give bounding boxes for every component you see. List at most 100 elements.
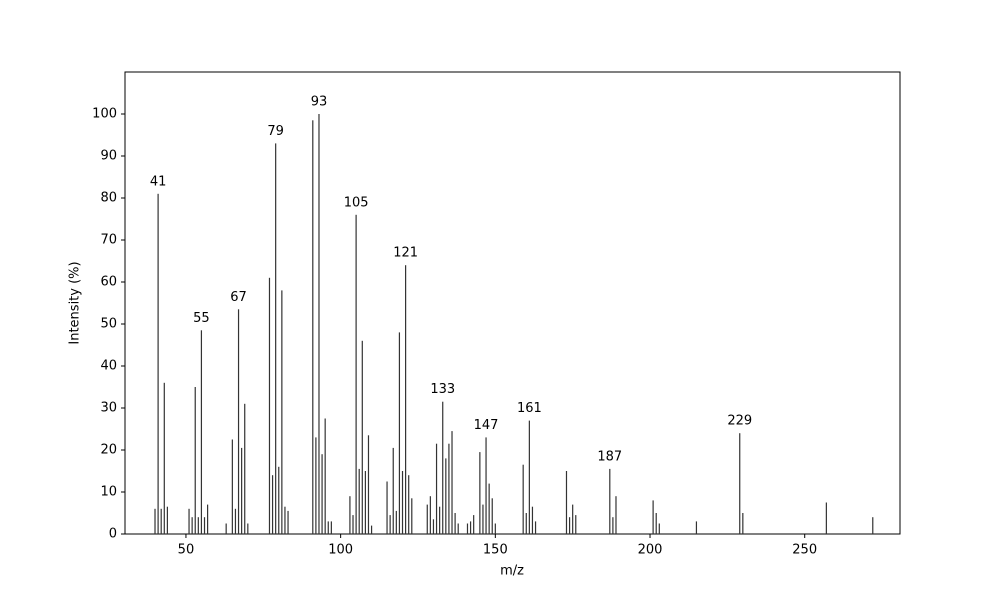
y-tick-label: 90 [100, 149, 117, 164]
peak-bar [191, 517, 193, 534]
peak-bar [565, 471, 568, 534]
peak-bar [275, 143, 277, 534]
peak-bar [491, 498, 493, 534]
plot-frame [124, 71, 901, 535]
peak-label: 161 [517, 401, 542, 416]
y-tick-label: 40 [100, 359, 117, 374]
peak-bar [367, 435, 370, 534]
peak-label: 105 [344, 195, 369, 210]
peak-bar [439, 506, 441, 534]
peak-bar [872, 517, 874, 534]
peak-bar [398, 332, 401, 534]
y-tick-label: 20 [100, 443, 117, 458]
peak-bar [615, 496, 617, 534]
peak-label: 121 [393, 246, 418, 261]
peak-bar [531, 506, 534, 534]
peak-bar [203, 517, 206, 534]
x-tick-label: 200 [638, 543, 663, 558]
peak-bar [271, 475, 274, 534]
peak-bar [466, 523, 469, 534]
peak-bar [488, 483, 490, 534]
peak-bar [154, 508, 156, 534]
x-tick-label: 100 [328, 543, 353, 558]
peak-bar [739, 433, 741, 534]
peak-bar [361, 340, 363, 534]
peak-bar [473, 515, 475, 534]
peak-bar [479, 452, 481, 534]
y-tick-label: 70 [100, 233, 117, 248]
peak-bar [268, 277, 271, 534]
peak-bar [655, 513, 657, 534]
peak-bar [742, 513, 744, 534]
peak-bar [160, 508, 162, 534]
peak-bar [200, 330, 203, 534]
peak-label: 55 [193, 311, 210, 326]
peak-bar [327, 521, 329, 534]
peak-bar [469, 521, 472, 534]
peak-bar [442, 401, 444, 534]
peak-bar [349, 496, 351, 534]
peak-bar [395, 510, 397, 534]
peak-bar [528, 420, 530, 534]
peak-label: 79 [267, 124, 284, 139]
peak-bar [278, 466, 280, 534]
x-tick-label: 50 [178, 543, 195, 558]
peak-bar [568, 517, 571, 534]
peak-bar [281, 290, 283, 534]
y-tick-label: 10 [100, 485, 117, 500]
peak-bar [358, 468, 360, 534]
peak-bar [370, 525, 373, 534]
peak-bar [284, 506, 286, 534]
peak-bar [432, 519, 435, 534]
peak-label: 41 [150, 174, 167, 189]
y-tick-label: 80 [100, 191, 117, 206]
peak-bar [315, 437, 317, 534]
peak-bar [445, 458, 447, 534]
peak-bar [237, 309, 240, 534]
peak-bar [234, 508, 237, 534]
peak-bar [287, 510, 289, 534]
peak-bar [482, 504, 484, 534]
peak-bar [364, 471, 366, 534]
peak-bar [389, 515, 391, 534]
peak-bar [575, 515, 577, 534]
peak-bar [825, 502, 827, 534]
peak-bar [401, 471, 404, 534]
x-tick-label: 250 [792, 543, 817, 558]
peak-bar [157, 193, 159, 535]
peak-label: 147 [474, 418, 499, 433]
peak-bar [355, 214, 357, 535]
peak-bar [247, 523, 249, 534]
peak-bar [429, 496, 431, 534]
peak-bar [166, 506, 168, 534]
peak-bar [324, 418, 326, 534]
peak-bar [612, 517, 614, 534]
x-tick-label: 150 [483, 543, 508, 558]
peak-bar [652, 500, 654, 534]
peak-bar [534, 521, 537, 534]
peak-bar [197, 517, 199, 534]
peak-bar [411, 498, 413, 534]
peak-bar [408, 475, 410, 534]
peak-label: 67 [230, 290, 247, 305]
peak-bar [163, 382, 165, 534]
peak-label: 93 [311, 95, 328, 110]
peak-bar [244, 403, 246, 534]
peak-bar [435, 443, 438, 534]
peak-bar [386, 481, 388, 534]
peak-bar [457, 523, 459, 534]
peak-bar [451, 431, 453, 534]
peak-bar [572, 504, 574, 534]
peak-bar [231, 439, 233, 534]
peak-bar [454, 513, 456, 534]
peak-bar [318, 114, 320, 534]
peak-bar [312, 120, 314, 535]
peak-label: 229 [727, 414, 752, 429]
peak-bar [405, 265, 407, 534]
peak-bar [352, 515, 354, 534]
y-tick-label: 50 [100, 317, 117, 332]
peak-bar [321, 454, 323, 534]
x-axis-label: m/z [500, 564, 524, 579]
peak-bar [485, 437, 487, 534]
